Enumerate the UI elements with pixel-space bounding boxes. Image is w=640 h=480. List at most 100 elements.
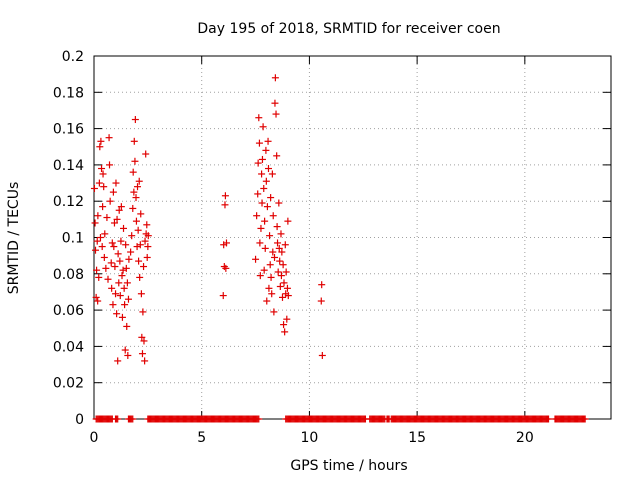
data-point [221, 192, 229, 200]
data-point [91, 219, 99, 227]
data-point [109, 188, 117, 196]
data-point [136, 241, 144, 249]
data-point [141, 237, 149, 245]
zero-point [545, 415, 553, 423]
data-point [109, 301, 117, 309]
data-point [132, 217, 140, 225]
data-point [105, 134, 113, 142]
y-tick-label: 0.04 [53, 339, 84, 355]
data-point [122, 264, 130, 272]
data-point [107, 259, 115, 267]
y-tick-label: 0.12 [53, 194, 84, 210]
data-point [131, 116, 139, 124]
data-point [139, 308, 147, 316]
y-tick-label: 0.2 [62, 49, 84, 65]
data-point [121, 346, 129, 354]
data-point [97, 137, 105, 145]
y-tick-label: 0.18 [53, 85, 84, 101]
data-point [110, 219, 118, 227]
zero-point [114, 415, 122, 423]
data-point [136, 273, 144, 281]
data-point [118, 313, 126, 321]
data-point [317, 297, 325, 305]
data-point [283, 315, 291, 323]
data-point [111, 263, 119, 271]
data-point [283, 284, 291, 292]
zero-point [255, 415, 263, 423]
data-point [263, 203, 271, 211]
data-point [95, 179, 103, 187]
data-point [112, 290, 120, 298]
data-point [134, 183, 142, 191]
data-point [144, 243, 152, 251]
data-point [99, 170, 107, 178]
data-point [260, 184, 268, 192]
data-point [131, 157, 139, 165]
data-point [255, 139, 263, 147]
grid-lines [94, 56, 611, 419]
data-point [144, 232, 152, 240]
data-point [254, 190, 262, 198]
data-point [254, 159, 262, 167]
data-point [128, 232, 136, 240]
data-point [222, 239, 230, 247]
data-point [261, 217, 269, 225]
data-point [276, 257, 284, 265]
data-point [124, 295, 132, 303]
data-point [134, 226, 142, 234]
x-tick-label: 15 [408, 430, 426, 446]
data-point [104, 275, 112, 283]
data-point [275, 199, 283, 207]
data-points [90, 74, 589, 423]
data-point [277, 230, 285, 238]
y-tick-label: 0.06 [53, 303, 84, 319]
y-tick-labels: 0 0.02 0.04 0.06 0.08 0.1 0.12 0.14 0.16 0.18 0.2 [53, 49, 84, 428]
data-point [271, 99, 279, 107]
data-point [252, 255, 260, 263]
data-point [94, 212, 102, 220]
data-point [135, 257, 143, 265]
data-point [112, 179, 120, 187]
data-point [258, 170, 266, 178]
data-point [284, 292, 292, 300]
data-point [123, 322, 131, 330]
data-point [278, 248, 286, 256]
x-tick-label: 10 [301, 430, 319, 446]
data-point [99, 203, 107, 211]
data-point [102, 264, 110, 272]
data-point [271, 74, 279, 82]
data-point [219, 292, 227, 300]
data-point [124, 351, 132, 359]
plot-frame [93, 55, 612, 420]
data-point [100, 253, 108, 261]
data-point [140, 263, 148, 271]
data-point [95, 273, 103, 281]
data-point [255, 114, 263, 122]
data-point [269, 212, 277, 220]
data-point [129, 204, 137, 212]
data-point [98, 165, 106, 173]
data-point [93, 237, 101, 245]
data-point [118, 272, 126, 280]
data-point [96, 234, 104, 241]
y-tick-label: 0.08 [53, 267, 84, 283]
zero-point [581, 415, 589, 423]
data-point [113, 310, 121, 318]
data-point [264, 165, 272, 173]
data-point [120, 224, 128, 232]
data-point [274, 239, 282, 247]
data-point [100, 183, 108, 191]
data-point [93, 266, 101, 274]
data-point [274, 268, 282, 276]
data-point [135, 177, 143, 185]
data-point [142, 150, 150, 158]
data-point [119, 266, 127, 274]
data-point [138, 333, 146, 341]
chart-title: Day 195 of 2018, SRMTID for receiver coe… [197, 21, 500, 37]
data-point [272, 110, 280, 118]
y-tick-label: 0 [75, 412, 84, 428]
data-point [141, 357, 149, 365]
data-point [263, 297, 271, 305]
data-point [92, 246, 100, 254]
data-point [90, 184, 98, 192]
